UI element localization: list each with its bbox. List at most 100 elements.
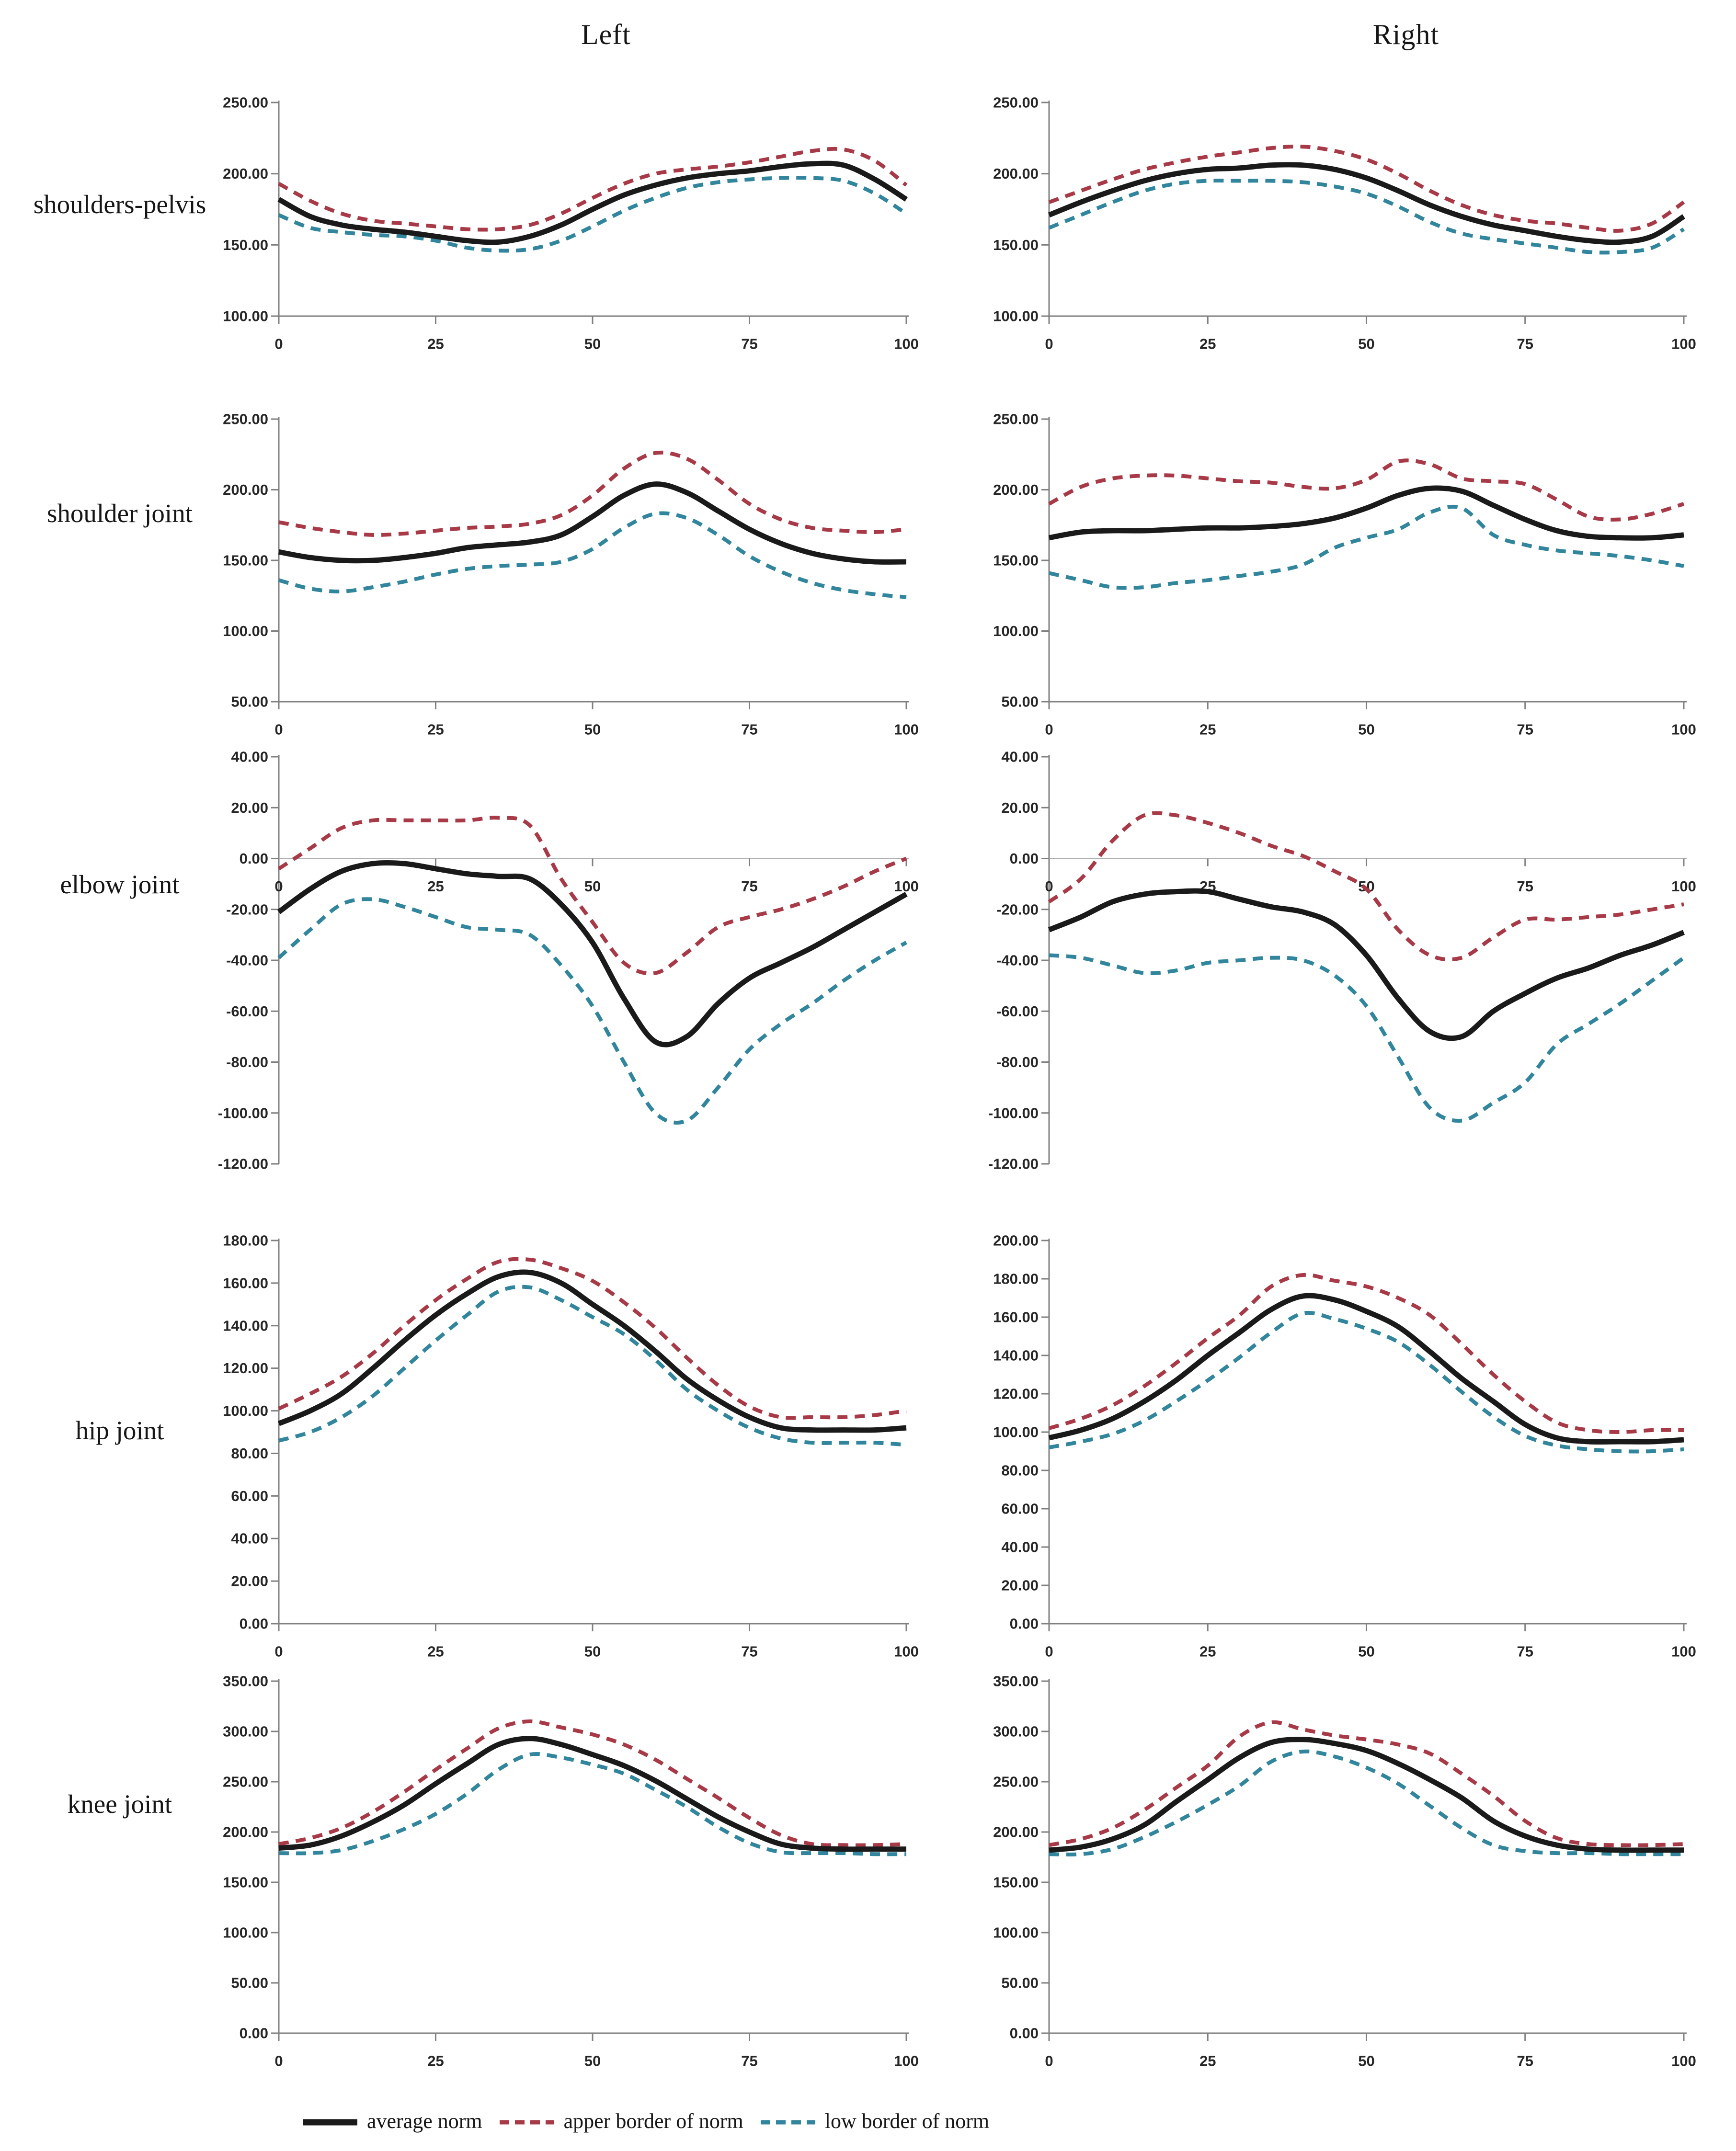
y-tick-label: 120.00 [993, 1386, 1039, 1402]
series-low-border-of-norm [1049, 1749, 1684, 1856]
y-tick-label: -80.00 [226, 1054, 268, 1070]
x-tick-label: 25 [427, 2053, 444, 2070]
y-tick-label: 200.00 [223, 1824, 268, 1841]
y-tick-label: 100.00 [993, 1924, 1039, 1941]
y-tick-label: 150.00 [993, 237, 1039, 253]
y-tick-label: 200.00 [223, 165, 268, 182]
y-tick-label: 150.00 [993, 1874, 1039, 1891]
x-tick-label: 25 [1199, 2053, 1216, 2070]
y-tick-label: 300.00 [993, 1723, 1039, 1740]
series-low-border-of-norm [1049, 953, 1685, 1123]
x-tick-label: 50 [584, 336, 601, 353]
chart-knee-joint-left: 0.00 50.00 100.00 150.00 200.00 250.00 300.00 3… [223, 1673, 919, 2070]
x-tick-label: 100 [894, 721, 919, 738]
y-tick-label: 250.00 [223, 94, 268, 111]
y-tick-label: 250.00 [993, 94, 1039, 111]
x-tick-label: 75 [1517, 878, 1533, 895]
y-tick-label: 80.00 [1001, 1462, 1039, 1479]
y-tick-label: 20.00 [1001, 799, 1039, 816]
y-tick-label: 100.00 [223, 623, 268, 639]
x-tick-label: 0 [274, 1643, 283, 1660]
y-tick-label: 180.00 [223, 1232, 268, 1249]
x-tick-label: 75 [741, 721, 757, 738]
column-title-right: Right [1372, 19, 1439, 50]
y-tick-label: 150.00 [223, 1874, 268, 1891]
x-tick-label: 50 [584, 2053, 601, 2070]
series-apper-border-of-norm [1049, 1720, 1684, 1847]
x-tick-label: 0 [274, 336, 283, 353]
x-tick-label: 25 [1199, 1643, 1216, 1660]
y-tick-label: 100.00 [223, 1402, 268, 1419]
y-tick-label: 80.00 [231, 1445, 268, 1462]
y-tick-label: 40.00 [1001, 1539, 1039, 1556]
x-tick-label: 75 [741, 878, 757, 895]
y-tick-label: 0.00 [1010, 1616, 1039, 1632]
y-tick-label: 50.00 [231, 1975, 268, 1992]
chart-shoulders-pelvis-left: 100.00 150.00 200.00 250.00 0 25 50 75 100 [223, 94, 919, 353]
y-tick-label: -120.00 [988, 1156, 1039, 1172]
row-label-shoulder-joint: shoulder joint [46, 499, 193, 528]
x-tick-label: 50 [584, 1643, 601, 1660]
legend-sample-solid-line [302, 2109, 358, 2133]
x-tick-label: 100 [894, 2053, 919, 2070]
series-average-norm [277, 160, 908, 245]
chart-elbow-joint-right: -120.00 -100.00 -80.00 -60.00 -40.00 -20.00 0.… [988, 749, 1696, 1172]
x-tick-label: 0 [274, 878, 283, 895]
y-tick-label: 140.00 [993, 1347, 1039, 1364]
x-tick-label: 75 [1517, 2053, 1533, 2070]
x-tick-label: 100 [1671, 721, 1696, 738]
y-tick-label: 300.00 [223, 1723, 268, 1740]
y-tick-label: 200.00 [993, 1824, 1039, 1841]
series-average-norm [278, 481, 907, 565]
series-average-norm [277, 860, 908, 1047]
row-label-elbow-joint: elbow joint [60, 870, 180, 899]
series-apper-border-of-norm [278, 450, 907, 537]
y-tick-label: 0.00 [1010, 2025, 1039, 2042]
y-tick-label: 200.00 [993, 1232, 1039, 1249]
y-tick-label: 0.00 [240, 850, 268, 867]
series-apper-border-of-norm [277, 816, 907, 976]
x-tick-label: 25 [1199, 336, 1216, 353]
x-tick-label: 75 [1517, 1643, 1533, 1660]
x-tick-label: 25 [427, 721, 444, 738]
row-label-shoulders-pelvis: shoulders-pelvis [33, 190, 206, 219]
series-low-border-of-norm [278, 511, 907, 599]
series-low-border-of-norm [278, 1752, 907, 1856]
y-tick-label: 50.00 [1001, 694, 1039, 710]
y-tick-label: 40.00 [1001, 749, 1039, 765]
chart-shoulder-joint-right: 50.00 100.00 150.00 200.00 250.00 0 25 50 75 100 [993, 411, 1696, 738]
y-tick-label: -120.00 [218, 1156, 268, 1172]
series-average-norm [1048, 1293, 1684, 1445]
x-tick-label: 0 [1045, 2053, 1053, 2070]
y-tick-label: 180.00 [993, 1271, 1039, 1287]
y-tick-label: -60.00 [226, 1003, 268, 1020]
x-tick-label: 100 [894, 1643, 919, 1660]
y-tick-label: 100.00 [993, 308, 1039, 325]
y-tick-label: 350.00 [993, 1673, 1039, 1690]
series-average-norm [1048, 162, 1686, 245]
legend-label-upper-border: apper border of norm [563, 2109, 743, 2133]
x-tick-label: 100 [1671, 1643, 1696, 1660]
x-tick-label: 50 [1358, 1643, 1374, 1660]
series-apper-border-of-norm [1048, 458, 1685, 522]
chart-shoulders-pelvis-right: 100.00 150.00 200.00 250.00 0 25 50 75 100 [993, 94, 1696, 353]
series-apper-border-of-norm [1048, 1273, 1684, 1434]
y-tick-label: 40.00 [231, 1530, 268, 1547]
chart-elbow-joint-left: -120.00 -100.00 -80.00 -60.00 -40.00 -20.00 0.… [218, 749, 919, 1172]
series-low-border-of-norm [278, 176, 908, 253]
x-tick-label: 0 [1045, 878, 1053, 895]
x-tick-label: 25 [427, 1643, 444, 1660]
series-low-border-of-norm [277, 897, 907, 1125]
x-tick-label: 100 [1671, 2053, 1696, 2070]
y-tick-label: 0.00 [240, 1616, 268, 1632]
series-apper-border-of-norm [278, 1257, 907, 1420]
y-tick-label: 350.00 [223, 1673, 268, 1690]
series-average-norm [1049, 485, 1684, 541]
x-tick-label: 25 [427, 336, 444, 353]
series-low-border-of-norm [1049, 504, 1684, 590]
x-tick-label: 25 [1199, 721, 1216, 738]
y-tick-label: -80.00 [996, 1054, 1039, 1070]
row-label-knee-joint: knee joint [67, 1789, 172, 1819]
